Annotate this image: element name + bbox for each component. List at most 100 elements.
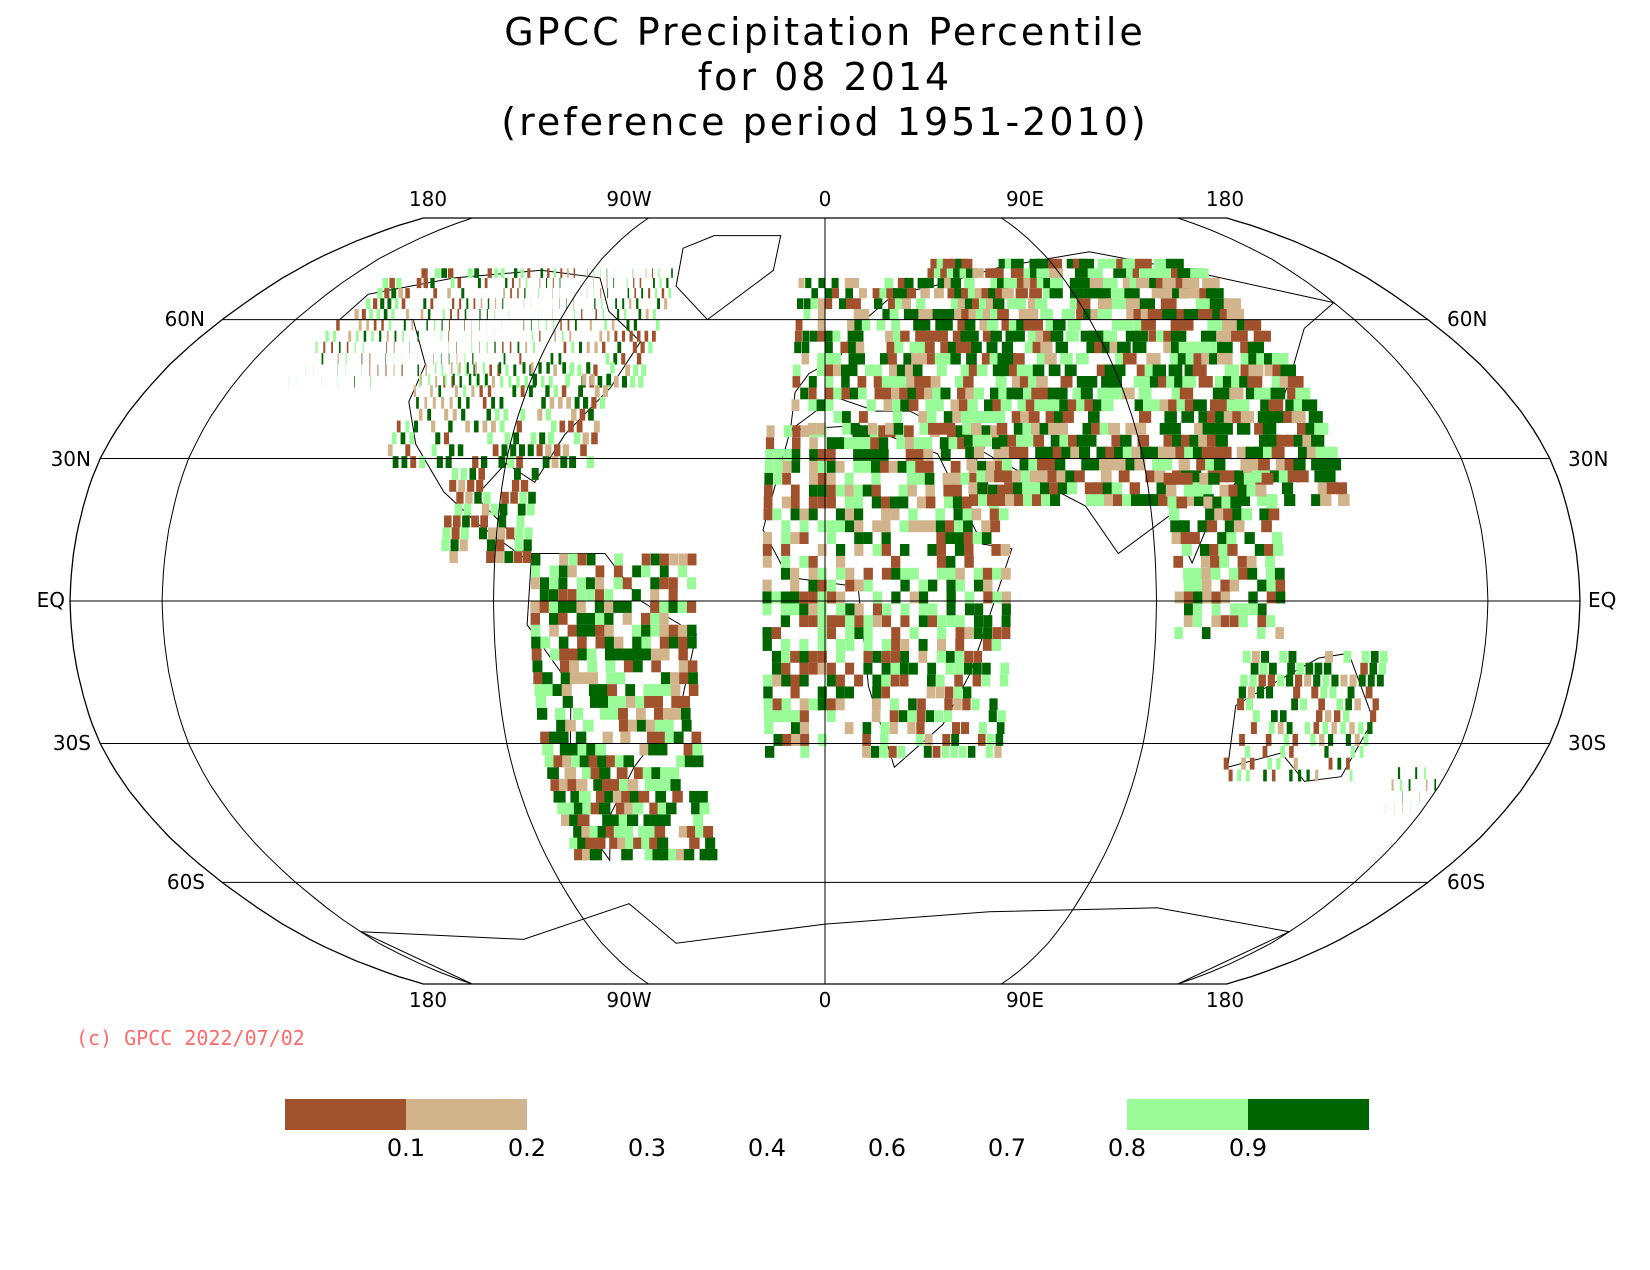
percentile-cell [1328, 458, 1342, 471]
percentile-cell [782, 449, 792, 461]
percentile-cell [560, 319, 562, 331]
percentile-cell [680, 696, 690, 708]
percentile-cell [605, 660, 616, 673]
percentile-cell [641, 288, 644, 299]
percentile-cell [1070, 446, 1082, 459]
percentile-cell [1376, 674, 1384, 687]
percentile-cell [558, 779, 571, 791]
percentile-cell [904, 277, 914, 289]
percentile-cell [398, 288, 403, 299]
percentile-cell [658, 268, 660, 278]
percentile-cell [547, 268, 550, 278]
percentile-cell [539, 277, 541, 289]
percentile-cell [900, 399, 910, 412]
percentile-cell [653, 696, 663, 708]
percentile-cell [576, 420, 583, 433]
percentile-cell [872, 364, 882, 377]
percentile-cell [624, 309, 627, 320]
percentile-cell [1343, 650, 1352, 663]
percentile-cell [641, 565, 651, 578]
percentile-cell [1070, 288, 1084, 299]
percentile-cell [953, 268, 964, 278]
percentile-cell [607, 684, 617, 696]
percentile-cell [817, 686, 827, 699]
percentile-cell [618, 707, 628, 720]
percentile-cell [1259, 434, 1272, 447]
percentile-cell [817, 662, 827, 675]
percentile-cell [1035, 446, 1046, 459]
percentile-cell [986, 319, 998, 331]
percentile-cell [430, 298, 434, 309]
percentile-cell [862, 745, 871, 758]
percentile-cell [781, 698, 791, 711]
percentile-cell [799, 722, 809, 734]
percentile-cell [1242, 650, 1251, 663]
percentile-cell [1109, 341, 1123, 354]
percentile-cell [1040, 341, 1053, 354]
percentile-cell [1205, 458, 1217, 471]
percentile-cell [936, 364, 947, 377]
percentile-cell [879, 460, 890, 473]
percentile-cell [1016, 277, 1030, 289]
percentile-cell [1054, 458, 1066, 471]
percentile-cell [1118, 470, 1130, 483]
percentile-cell [800, 387, 809, 400]
percentile-cell [1201, 330, 1218, 342]
percentile-cell [1267, 674, 1275, 687]
percentile-cell [460, 527, 469, 540]
percentile-cell [1370, 650, 1379, 663]
percentile-cell [1036, 277, 1050, 289]
percentile-cell [804, 298, 811, 309]
percentile-cell [1319, 734, 1325, 746]
percentile-cell [1311, 434, 1325, 447]
percentile-cell [1265, 734, 1272, 746]
percentile-cell [527, 268, 531, 278]
percentile-cell [845, 662, 855, 675]
percentile-cell [955, 341, 967, 354]
percentile-cell [1096, 364, 1110, 377]
percentile-cell [532, 341, 535, 354]
percentile-cell [570, 362, 575, 374]
percentile-cell [532, 660, 543, 673]
percentile-cell [951, 734, 960, 746]
percentile-cell [652, 268, 653, 278]
percentile-cell [825, 387, 834, 400]
percentile-cell [1091, 422, 1103, 435]
percentile-cell [960, 330, 972, 342]
percentile-cell [660, 767, 671, 779]
percentile-cell [1046, 458, 1057, 471]
percentile-cell [826, 496, 836, 509]
percentile-cell [863, 532, 873, 544]
percentile-cell [541, 397, 546, 409]
percentile-cell [405, 288, 410, 299]
percentile-cell [781, 650, 791, 663]
percentile-cell [676, 848, 687, 861]
percentile-cell [1257, 411, 1272, 423]
percentile-cell [763, 698, 773, 711]
percentile-cell [808, 662, 818, 675]
percentile-cell [808, 615, 818, 628]
percentile-cell [905, 437, 915, 450]
percentile-cell [966, 268, 978, 278]
percentile-cell [1231, 330, 1248, 342]
percentile-cell [602, 341, 606, 354]
percentile-cell [1050, 494, 1061, 506]
percentile-cell [801, 353, 809, 365]
percentile-cell [835, 674, 845, 687]
percentile-cell [1347, 686, 1355, 699]
percentile-cell [632, 341, 637, 354]
percentile-cell [489, 364, 492, 377]
percentile-cell [393, 364, 395, 377]
percentile-cell [1010, 277, 1023, 289]
percentile-cell [652, 848, 664, 861]
percentile-cell [1263, 446, 1276, 459]
percentile-cell [671, 268, 673, 278]
percentile-cell [808, 399, 817, 412]
percentile-cell [1192, 567, 1202, 580]
percentile-cell [595, 743, 606, 756]
percentile-cell [484, 277, 488, 289]
percentile-cell [579, 341, 582, 354]
percentile-cell [937, 639, 946, 651]
percentile-cell [622, 601, 632, 613]
percentile-cell [315, 341, 318, 354]
